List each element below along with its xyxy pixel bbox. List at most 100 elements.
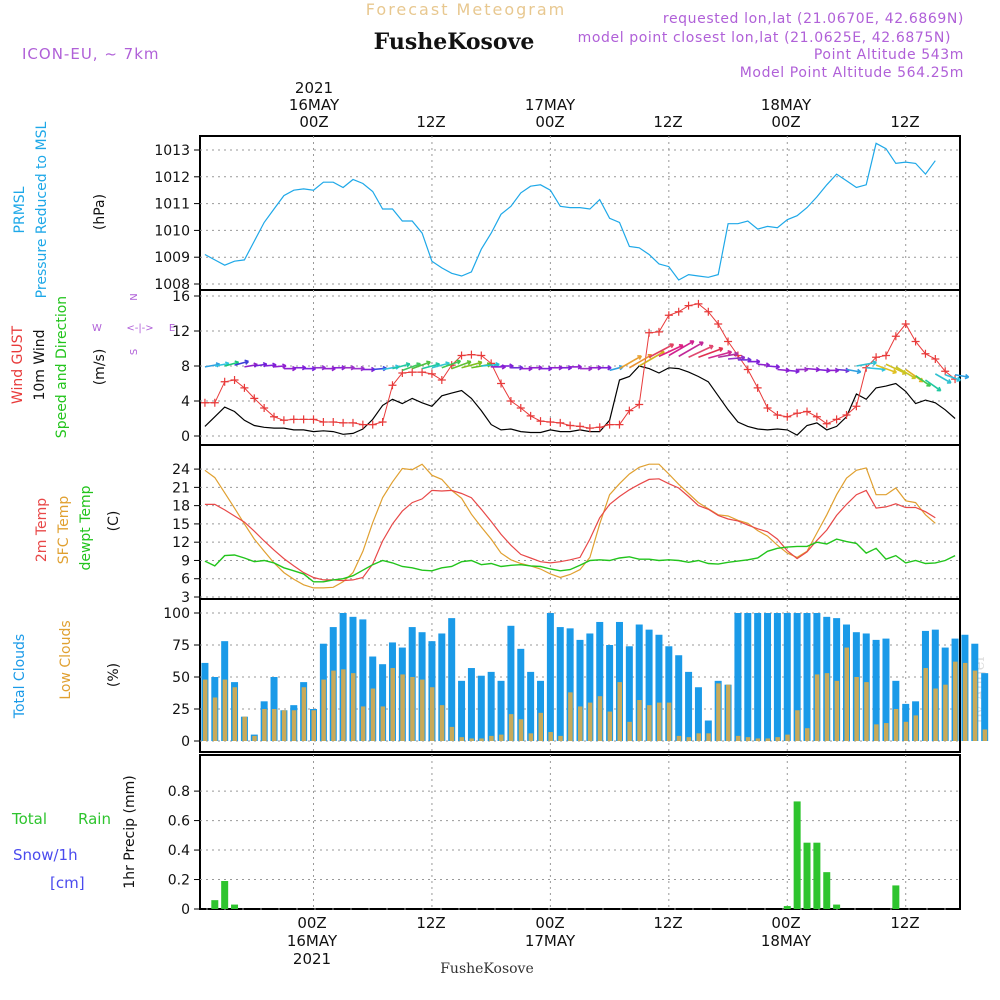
rain-bar xyxy=(892,885,900,909)
gust-marker xyxy=(743,365,752,374)
total-cloud-bar xyxy=(833,618,841,741)
gust-marker xyxy=(566,421,575,430)
low-cloud-bar xyxy=(785,734,790,741)
compass-n-label: N xyxy=(129,293,140,300)
low-cloud-bar xyxy=(943,684,948,741)
total-cloud-bar xyxy=(694,687,702,741)
wind-arrow xyxy=(234,360,249,366)
wind-arrow xyxy=(648,343,674,358)
low-cloud-bar xyxy=(548,732,553,741)
low-cloud-bar xyxy=(558,735,563,741)
wind-arrow xyxy=(757,363,770,367)
rain-bar xyxy=(833,904,841,909)
gust-label: Wind GUST xyxy=(10,325,26,404)
wind-arrowhead xyxy=(466,360,472,366)
snow-unit-label: [cm] xyxy=(50,874,85,892)
low-cloud-bar xyxy=(735,735,741,741)
gust-marker xyxy=(457,351,466,360)
wind-arrowhead xyxy=(892,368,898,375)
low-cloud-bar xyxy=(982,729,988,741)
prmsl-panel: 1008 1009 1010 1011 1012 1013 xyxy=(154,135,961,293)
y-tick-label: 100 xyxy=(163,606,190,622)
gust-marker xyxy=(408,368,417,377)
rain-bar xyxy=(231,904,239,909)
gust-marker xyxy=(437,376,446,384)
rain-bar xyxy=(813,842,821,909)
gust-marker xyxy=(773,411,782,419)
total-cloud-bar xyxy=(872,639,880,741)
bottom-date-label: 18MAY xyxy=(761,932,812,950)
bottom-date-label: 17MAY xyxy=(525,932,576,950)
snow-label: Snow/1h xyxy=(13,846,78,864)
total-cloud-bar xyxy=(467,668,475,741)
total-cloud-bar xyxy=(487,671,495,741)
wind-labels: Wind GUST 10m Wind Speed and Direction (… xyxy=(10,293,175,438)
wind-arrowhead xyxy=(244,359,250,365)
y-tick-label: 50 xyxy=(172,670,190,686)
y-tick-label: 1010 xyxy=(154,223,190,239)
y-tick-label: 3 xyxy=(181,590,190,606)
total-cloud-bar xyxy=(507,625,515,741)
clouds-unit-label: (%) xyxy=(106,663,122,687)
total-cloud-bar xyxy=(645,629,653,741)
temp-labels: 2m Temp SFC Temp dewpt Temp (C) xyxy=(34,485,122,570)
y-tick-label: 1012 xyxy=(154,170,190,186)
gust-marker xyxy=(418,368,427,377)
wind-arrow xyxy=(638,350,665,367)
total-cloud-bar xyxy=(586,633,594,741)
wind-arrow xyxy=(214,362,230,367)
total-cloud-bar xyxy=(655,634,663,741)
gust-marker xyxy=(240,383,249,392)
wind-arrow xyxy=(392,363,411,370)
gust-marker xyxy=(842,411,851,419)
precip-unit-label: 1hr Precip (mm) xyxy=(122,775,138,888)
wind-arrowhead xyxy=(727,350,733,356)
wind-arrow xyxy=(619,355,642,370)
wind10m-label: 10m Wind xyxy=(32,329,48,400)
bottom-tick-label: 00Z xyxy=(297,914,326,932)
y-tick-label: 4 xyxy=(181,394,190,410)
low-cloud-bar xyxy=(518,719,524,741)
gust-marker xyxy=(230,376,239,384)
y-tick-label: 0 xyxy=(181,734,190,750)
wind-arrow xyxy=(708,351,732,359)
low-cloud-bar xyxy=(755,738,761,741)
total-cloud-bar xyxy=(438,633,446,741)
low-cloud-bar xyxy=(232,687,238,741)
gust-marker xyxy=(852,402,861,411)
wind-arrow xyxy=(244,363,258,368)
low-cloud-bar xyxy=(913,715,919,741)
point-altitude: Point Altitude 543m xyxy=(814,47,964,63)
total-cloud-bar xyxy=(576,639,584,741)
low-cloud-bar xyxy=(350,673,356,741)
total-cloud-bar xyxy=(497,680,505,741)
total-cloud-bar xyxy=(744,613,752,741)
low-cloud-bar xyxy=(814,674,820,741)
gust-marker xyxy=(684,301,693,310)
wind-arrow xyxy=(668,340,695,357)
y-tick-label: 24 xyxy=(172,462,190,478)
wind-arrowhead xyxy=(956,376,962,382)
gust-marker xyxy=(605,420,614,429)
y-tick-label: 0 xyxy=(181,902,190,918)
gust-marker xyxy=(793,409,802,418)
closest-coords: model point closest lon,lat (21.0625E, 4… xyxy=(578,30,951,46)
rain-bar xyxy=(793,801,801,909)
low-cloud-bar xyxy=(489,735,494,741)
gust-marker xyxy=(289,415,298,424)
prmsl-unit-label: (hPa) xyxy=(92,194,108,230)
total-cloud-bar xyxy=(458,680,466,741)
total-cloud-bar xyxy=(803,613,811,741)
wind-arrowhead xyxy=(577,364,582,370)
wind-arrowhead xyxy=(477,360,483,366)
y-tick-label: 8 xyxy=(181,359,190,375)
gust-marker xyxy=(931,355,940,363)
low-cloud-bar xyxy=(459,737,465,741)
bottom-time-axis: 00Z 16MAY 2021 12Z 00Z 17MAY 12Z 00Z 18M… xyxy=(287,914,920,977)
low-cloud-bar xyxy=(508,714,514,741)
low-cloud-bar xyxy=(341,669,346,741)
gust-marker xyxy=(694,299,703,308)
gust-marker xyxy=(260,404,269,412)
rain-bar xyxy=(211,900,219,909)
